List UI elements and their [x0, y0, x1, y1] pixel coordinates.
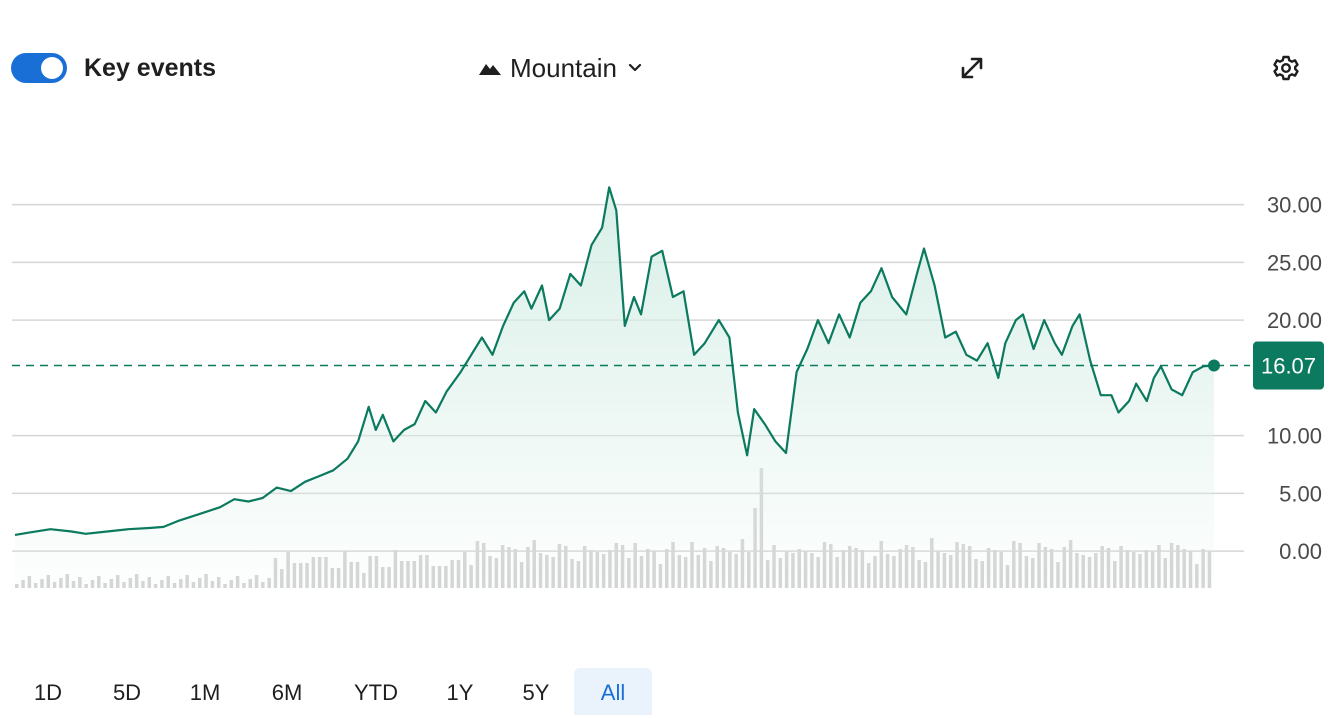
current-price-badge	[1253, 341, 1324, 390]
y-tick-label: 25.00	[1267, 250, 1322, 275]
price-area	[15, 187, 1214, 589]
range-all[interactable]: All	[574, 668, 652, 715]
range-1m[interactable]: 1M	[189, 680, 221, 705]
range-6m[interactable]: 6M	[271, 680, 303, 705]
y-tick-label: 0.00	[1279, 539, 1322, 564]
range-ytd[interactable]: YTD	[354, 680, 398, 705]
range-1y[interactable]: 1Y	[446, 680, 474, 705]
range-5y[interactable]: 5Y	[522, 680, 550, 705]
mountain-icon	[478, 59, 502, 77]
chart-toolbar: Key events Mountain	[0, 0, 1339, 130]
y-tick-label: 20.00	[1267, 308, 1322, 333]
price-line	[14, 186, 1215, 537]
y-tick-label: 10.00	[1267, 424, 1322, 449]
y-tick-label: 30.00	[1267, 193, 1322, 218]
chart-type-dropdown[interactable]: Mountain	[478, 50, 645, 86]
chart-type-label: Mountain	[510, 52, 617, 83]
range-1d[interactable]: 1D	[33, 680, 63, 705]
y-tick-label: 5.00	[1279, 481, 1322, 506]
key-events-label: Key events	[84, 54, 217, 82]
gear-icon[interactable]	[1268, 50, 1304, 86]
price-chart[interactable]: 30.0025.0020.0010.005.000.0016.072015202…	[0, 120, 1339, 600]
chevron-down-icon	[625, 58, 645, 78]
key-events-toggle[interactable]	[11, 53, 67, 83]
range-selector: 1D 5D 1M 6M YTD 1Y 5Y All	[0, 668, 1339, 715]
current-price-label: 16.07	[1261, 354, 1316, 379]
range-5d[interactable]: 5D	[112, 680, 142, 705]
toggle-knob	[41, 57, 63, 79]
expand-icon[interactable]	[954, 50, 990, 86]
current-price-marker	[1208, 359, 1220, 372]
